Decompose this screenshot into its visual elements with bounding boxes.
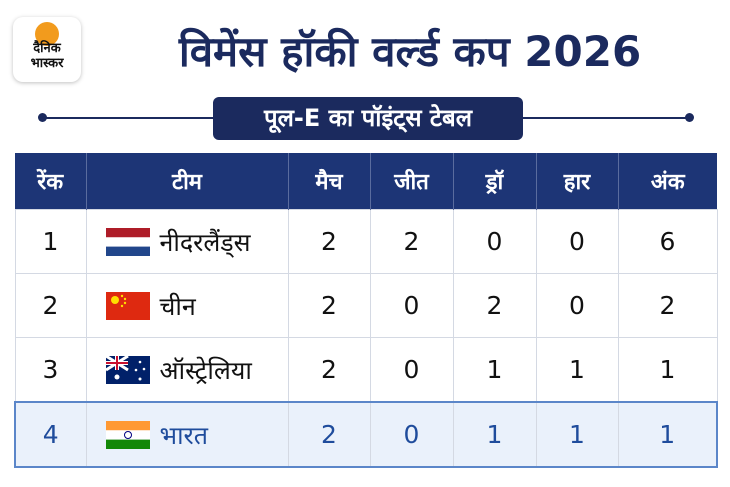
table-cell: नीदरलैंड्स xyxy=(85,209,289,274)
table-cell: 1 xyxy=(535,337,619,403)
table-cell: 1 xyxy=(452,401,537,468)
table-cell: 2 xyxy=(287,273,371,338)
table-cell: 0 xyxy=(369,337,454,403)
column-header: टीम xyxy=(86,153,289,210)
column-header: अंक xyxy=(618,153,717,210)
table-cell: 2 xyxy=(14,273,87,338)
table-row: 4 भारत 2 0 1 1 1 xyxy=(14,401,718,468)
subtitle: पूल-E का पॉइंट्स टेबल xyxy=(213,97,523,140)
table-cell: 0 xyxy=(535,209,619,274)
table-row: 2 चीन 2 0 2 0 2 xyxy=(14,273,718,338)
team-name: नीदरलैंड्स xyxy=(159,227,251,257)
points-table: रेंक टीम मैच जीत ड्रॉ हार अंक 1 नीदरलैंड्स 2 2 0 0 6… xyxy=(14,153,718,468)
table-cell: 2 xyxy=(617,273,718,338)
table-cell: भारत xyxy=(85,401,289,468)
column-header: मैच xyxy=(288,153,371,210)
table-cell: 1 xyxy=(14,209,87,274)
table-cell: चीन xyxy=(85,273,289,338)
table-cell: 2 xyxy=(287,337,371,403)
column-header: ड्रॉ xyxy=(453,153,537,210)
table-cell: 6 xyxy=(617,209,718,274)
column-header: रेंक xyxy=(15,153,87,210)
table-row: 1 नीदरलैंड्स 2 2 0 0 6 xyxy=(14,209,718,274)
table-cell: 0 xyxy=(369,401,454,468)
column-header: हार xyxy=(536,153,619,210)
table-cell: 2 xyxy=(287,209,371,274)
team-name: ऑस्ट्रेलिया xyxy=(159,355,252,385)
column-header: जीत xyxy=(370,153,454,210)
table-cell: 2 xyxy=(287,401,371,468)
title: विमेंस हॉकी वर्ल्ड कप 2026 xyxy=(178,27,642,76)
table-cell: 2 xyxy=(452,273,537,338)
table-cell: 0 xyxy=(369,273,454,338)
table-cell: 1 xyxy=(617,337,718,403)
logo-text: दैनिक xyxy=(33,41,61,56)
team-name: भारत xyxy=(159,420,209,450)
table-cell: 0 xyxy=(535,273,619,338)
team-name: चीन xyxy=(159,291,196,321)
table-row: 3 ऑस्ट्रेलिया 2 0 1 1 1 xyxy=(14,337,718,403)
table-cell: 0 xyxy=(452,209,537,274)
logo-text: भास्कर xyxy=(30,56,64,71)
table-cell: 2 xyxy=(369,209,454,274)
table-cell: 1 xyxy=(535,401,619,468)
table-cell: ऑस्ट्रेलिया xyxy=(85,337,289,403)
table-cell: 1 xyxy=(452,337,537,403)
table-cell: 1 xyxy=(617,401,718,468)
table-cell: 3 xyxy=(14,337,87,403)
table-cell: 4 xyxy=(14,401,87,468)
logo: दैनिक भास्कर xyxy=(13,17,81,82)
